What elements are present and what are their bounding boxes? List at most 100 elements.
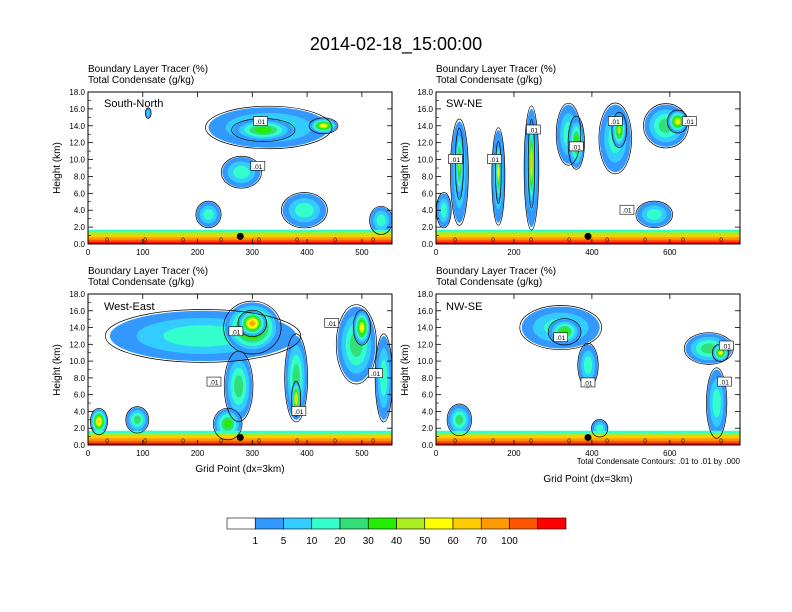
panel-subtitle-tracer: Boundary Layer Tracer (%) (436, 266, 556, 277)
condensate-contour (220, 155, 262, 189)
colorbar-swatch (283, 517, 313, 530)
tracer-field: .01 .01 .01 .01 0 0 0 0 0 0 0 0 (436, 305, 740, 445)
zero-contour-label: 0 (567, 237, 571, 244)
tracer-cell (617, 126, 621, 134)
colorbar-swatch (452, 517, 482, 530)
panel-south-north: Boundary Layer Tracer (%) Total Condensa… (52, 64, 393, 257)
y-tick-label: 0.0 (74, 240, 86, 249)
condensate-contour (125, 406, 150, 434)
tracer-cell (646, 209, 662, 220)
colorbar-label: 10 (306, 536, 318, 547)
colorbar-swatch (424, 517, 454, 530)
y-tick-label: 6.0 (74, 391, 86, 400)
y-tick-label: 6.0 (74, 189, 86, 198)
y-axis-label: Height (km) (400, 142, 411, 194)
condensate-contour (369, 205, 392, 235)
tracer-field: .01 .01 .01 .01 .01 .01 .01 0 0 0 0 0 0 0 0 (436, 102, 740, 244)
tracer-cell (97, 419, 101, 424)
colorbar-swatch (367, 517, 397, 530)
zero-contour-label: 0 (453, 438, 457, 445)
colorbar-label: 100 (501, 536, 518, 547)
condensate-contour (145, 107, 152, 119)
boundary-layer-band (88, 241, 392, 244)
y-tick-label: 14.0 (417, 122, 433, 131)
colorbar-swatch (509, 517, 539, 530)
y-axis-label: Height (km) (52, 142, 63, 194)
contour-label-box (228, 326, 244, 337)
contour-note: Total Condensate Contours: .01 to .01 by… (577, 457, 741, 466)
condensate-contour (284, 333, 308, 423)
y-tick-label: 8.0 (422, 172, 434, 181)
y-tick-label: 14.0 (69, 122, 85, 131)
tracer-cell (675, 119, 680, 124)
contour-label: .01 (529, 128, 538, 135)
panel-subtitle-tracer: Boundary Layer Tracer (%) (436, 64, 556, 75)
contour-label-box (569, 141, 584, 152)
figure-title: 2014-02-18_15:00:00 (310, 34, 482, 55)
condensate-contour (237, 309, 268, 337)
tracer-cell (295, 395, 298, 402)
condensate-contour (104, 309, 302, 363)
condensate-contour (523, 105, 540, 231)
x-tick-label: 0 (434, 248, 439, 257)
y-tick-label: 18.0 (69, 88, 85, 97)
zero-contour-label: 0 (181, 438, 185, 445)
contour-label-box (253, 116, 268, 126)
y-tick-label: 16.0 (417, 105, 433, 114)
plot-area-sw-ne: .01.01.01.01.01.01.010 0 0 0 0 0 0 00.02.04.06.… (417, 88, 741, 257)
tracer-cell (530, 156, 533, 172)
contour-label: .01 (611, 119, 620, 126)
zero-contour-label: 0 (219, 438, 223, 445)
colorbar-label: 5 (281, 536, 287, 547)
x-tick-label: 100 (136, 449, 150, 458)
contour-label: .01 (622, 208, 631, 215)
x-tick-label: 300 (246, 449, 260, 458)
boundary-layer-band (436, 442, 740, 445)
condensate-contour (491, 127, 506, 226)
panel-west-east: Boundary Layer Tracer (%) Total Condensa… (52, 266, 393, 475)
zero-contour-label: 0 (105, 237, 109, 244)
contour-label: .01 (371, 371, 380, 378)
y-tick-label: 14.0 (417, 324, 433, 333)
condensate-contour (527, 119, 536, 209)
colorbar-swatch (311, 517, 341, 530)
y-tick-label: 10.0 (69, 357, 85, 366)
contour-label-box (619, 204, 635, 215)
y-tick-label: 18.0 (69, 290, 85, 299)
condensate-contour (308, 117, 339, 135)
colorbar-label: 30 (363, 536, 375, 547)
y-tick-label: 2.0 (422, 424, 434, 433)
reference-point-marker (236, 232, 244, 240)
colorbar-label: 40 (391, 536, 403, 547)
x-tick-label: 200 (507, 449, 521, 458)
x-tick-label: 400 (585, 449, 599, 458)
tracer-cell (596, 424, 604, 432)
zero-contour-label: 0 (143, 237, 147, 244)
y-tick-label: 0.0 (422, 240, 434, 249)
colorbar-label: 70 (476, 536, 488, 547)
tracer-cell (376, 214, 386, 227)
contour-label-box (717, 376, 732, 387)
y-tick-label: 10.0 (417, 357, 433, 366)
zero-contour-label: 0 (719, 438, 723, 445)
y-tick-label: 6.0 (422, 391, 434, 400)
y-tick-label: 8.0 (74, 172, 86, 181)
tracer-cell (583, 356, 593, 375)
condensate-contour (291, 380, 302, 417)
condensate-contour (635, 200, 674, 229)
condensate-contour (205, 105, 333, 150)
tracer-cell (497, 166, 500, 179)
panel-label-west-east: West-East (104, 301, 155, 313)
x-tick-label: 0 (434, 449, 439, 458)
tracer-cell (250, 321, 255, 326)
tracer-cell (440, 202, 447, 218)
tracer-cell (255, 127, 272, 133)
zero-contour-label: 0 (681, 237, 685, 244)
condensate-contour (195, 200, 222, 229)
contour-label: .01 (209, 380, 218, 387)
reference-point-marker (236, 433, 244, 441)
y-tick-label: 6.0 (422, 189, 434, 198)
tracer-cell (718, 351, 723, 355)
zero-contour-label: 0 (491, 438, 495, 445)
contour-label: .01 (231, 329, 240, 336)
